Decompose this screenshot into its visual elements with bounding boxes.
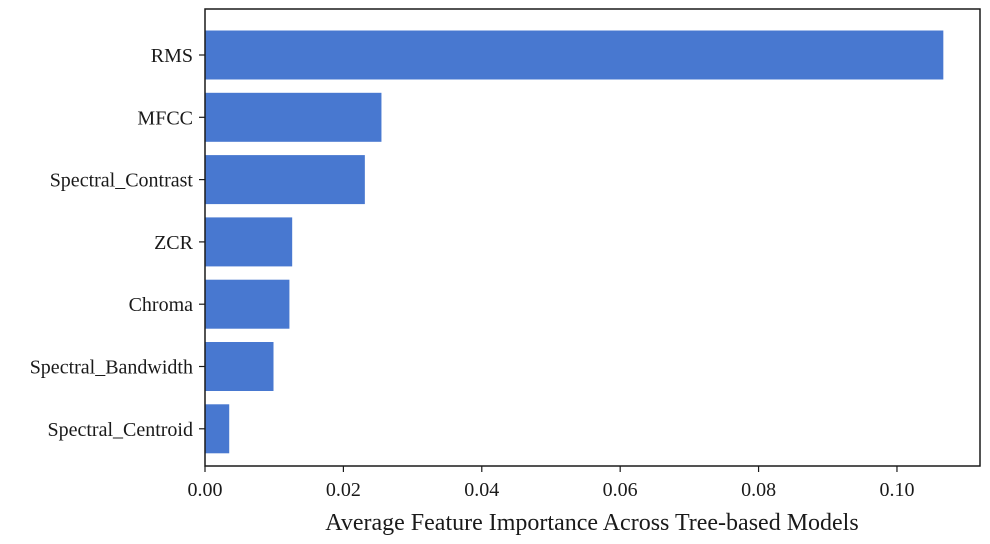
y-tick-label-chroma: Chroma xyxy=(129,294,194,316)
bar-mfcc xyxy=(205,92,382,142)
x-tick-label-5: 0.10 xyxy=(879,479,914,501)
x-axis-label: Average Feature Importance Across Tree-b… xyxy=(325,510,858,536)
bar-zcr xyxy=(205,217,293,267)
y-tick-label-rms: RMS xyxy=(151,45,193,67)
y-tick-label-spectral-bandwidth: Spectral_Bandwidth xyxy=(30,357,193,379)
bar-chroma xyxy=(205,279,290,329)
y-tick-label-zcr: ZCR xyxy=(154,232,194,254)
bars-group xyxy=(205,30,944,454)
bar-spectral-contrast xyxy=(205,155,365,205)
x-tick-label-3: 0.06 xyxy=(603,479,638,501)
y-tick-label-spectral-contrast: Spectral_Contrast xyxy=(50,170,194,192)
x-tick-label-0: 0.00 xyxy=(188,479,223,501)
plot-frame xyxy=(204,8,981,467)
x-tick-label-4: 0.08 xyxy=(741,479,776,501)
x-tick-label-2: 0.04 xyxy=(464,479,499,501)
y-tick-label-mfcc: MFCC xyxy=(137,107,193,129)
y-tick-label-spectral-centroid: Spectral_Centroid xyxy=(47,419,193,441)
x-tick-label-1: 0.02 xyxy=(326,479,361,501)
y-tick-group: RMS MFCC Spectral_Contrast ZCR Chroma Spectra… xyxy=(30,45,205,441)
bar-spectral-centroid xyxy=(205,404,230,454)
bar-spectral-bandwidth xyxy=(205,342,274,391)
x-tick-group: 0.00 0.02 0.04 0.06 0.08 0.10 xyxy=(188,466,914,501)
bar-rms xyxy=(205,30,944,80)
